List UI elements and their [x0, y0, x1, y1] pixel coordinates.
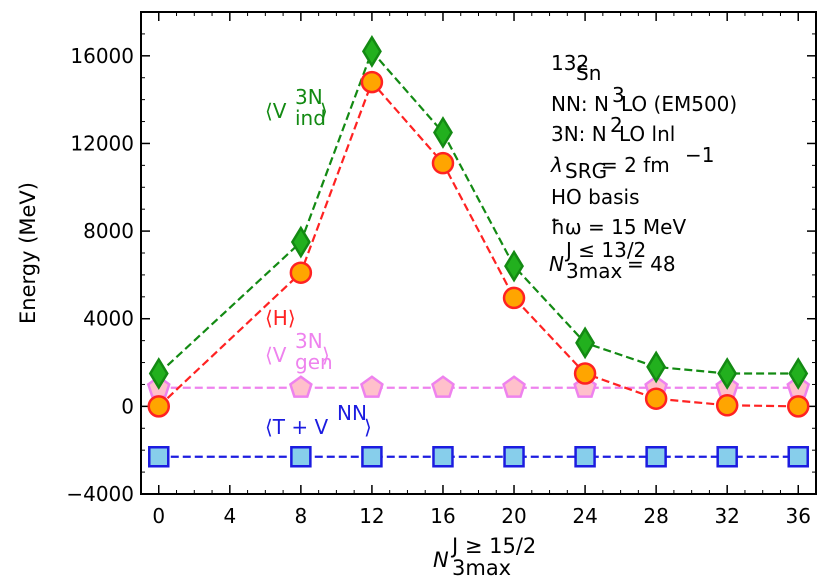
data-point: [502, 375, 526, 398]
data-point: [502, 286, 526, 310]
series-line: [158, 49, 799, 375]
info-box: 132 Sn NN: N 3 LO (EM500) 3N: N 2 LO lnl…: [549, 51, 737, 283]
x-label-sub: 3max: [452, 556, 511, 580]
plot-frame: [140, 11, 817, 495]
info-lambda-b: = 2 fm: [601, 153, 670, 177]
label-tv: ⟨T + V NN ⟩: [265, 401, 372, 439]
x-tick-label: 28: [643, 504, 668, 528]
info-mass: 132: [551, 51, 589, 75]
data-point: [503, 446, 525, 468]
x-axis-label: N: [433, 548, 449, 572]
info-hw: ħω = 15 MeV: [551, 215, 686, 239]
x-tick-label: 32: [714, 504, 739, 528]
data-point: [433, 116, 453, 149]
series-markers: [146, 35, 811, 468]
data-point: [432, 446, 454, 468]
vind-label-sup: 3N: [295, 85, 323, 109]
data-point: [574, 446, 596, 468]
data-point: [575, 326, 596, 360]
x-tick-label: 16: [430, 504, 455, 528]
data-point: [289, 261, 313, 284]
label-h: ⟨H⟩: [265, 306, 296, 330]
data-point: [431, 151, 455, 175]
data-point: [148, 446, 170, 468]
data-point: [717, 357, 738, 390]
tv-label-close: ⟩: [364, 415, 372, 439]
vind-label-close: ⟩: [320, 99, 328, 123]
data-point: [786, 395, 810, 418]
y-tick-label: 16000: [70, 44, 134, 68]
x-tick-label: 8: [295, 504, 308, 528]
info-lambda-sub: SRG: [565, 159, 607, 183]
vind-label-sub: ind: [295, 106, 326, 130]
x-tick-label: 0: [152, 504, 165, 528]
data-point: [360, 70, 384, 94]
data-point: [716, 446, 738, 468]
info-3n: 3N: N: [551, 122, 607, 146]
label-vind: ⟨V 3N ind ⟩: [265, 85, 328, 130]
y-tick-label: 8000: [83, 219, 134, 243]
label-vgen: ⟨V 3N gen ⟩: [265, 329, 333, 374]
data-point: [644, 387, 668, 410]
vgen-label-close: ⟩: [322, 343, 330, 367]
x-tick-label: 12: [359, 504, 384, 528]
vgen-label-sup: 3N: [295, 329, 323, 353]
data-point: [290, 225, 311, 259]
info-n-b: = 48: [627, 252, 676, 276]
y-tick-label: 4000: [83, 307, 134, 331]
info-nn-b: LO (EM500): [621, 92, 737, 116]
info-n-sup: J ≤ 13/2: [564, 238, 646, 262]
x-tick-label: 20: [501, 504, 526, 528]
info-nn: NN: N: [551, 92, 609, 116]
data-point: [361, 35, 382, 68]
tv-label-sup: NN: [337, 401, 367, 425]
vgen-label-main: ⟨V: [265, 343, 287, 367]
data-point: [787, 446, 809, 468]
x-tick-label: 4: [223, 504, 236, 528]
info-ho: HO basis: [551, 185, 640, 209]
info-n: N: [549, 252, 564, 276]
data-point: [573, 362, 597, 385]
info-lambda: λ: [550, 153, 563, 177]
data-point: [788, 357, 809, 390]
series-line: [158, 79, 799, 408]
y-tick-label: 0: [121, 394, 134, 418]
data-point: [504, 249, 524, 283]
x-label-main: N: [433, 548, 449, 572]
data-point: [147, 395, 171, 418]
vind-label-main: ⟨V: [265, 99, 287, 123]
y-axis-label: Energy (MeV): [16, 182, 40, 324]
data-point: [288, 375, 313, 398]
info-3n-sup: 2: [610, 113, 623, 137]
y-tick-label: 12000: [70, 131, 134, 155]
x-tick-label: 24: [572, 504, 597, 528]
data-point: [645, 446, 667, 468]
data-point: [290, 446, 312, 468]
x-tick-label: 36: [786, 504, 811, 528]
y-tick-label: −4000: [66, 482, 134, 506]
x-label-sup: J ≥ 15/2: [450, 534, 536, 558]
data-point: [715, 394, 739, 417]
info-lambda-sup: −1: [685, 143, 714, 167]
info-sn: Sn: [576, 61, 601, 85]
data-point: [646, 350, 667, 384]
info-n-sub: 3max: [566, 259, 622, 283]
tv-label-main: ⟨T + V: [265, 415, 328, 439]
vgen-label-sub: gen: [295, 350, 333, 374]
data-point: [361, 446, 383, 468]
info-nn-sup: 3: [612, 83, 625, 107]
tick-labels: 0 4 8 12 16 20 24 28 32 36−4000040008000120001600…: [66, 44, 811, 528]
info-3n-b: LO lnl: [619, 122, 675, 146]
data-point: [359, 375, 384, 398]
data-point: [148, 357, 169, 390]
axis-ticks: [140, 11, 817, 495]
data-point: [431, 375, 455, 398]
